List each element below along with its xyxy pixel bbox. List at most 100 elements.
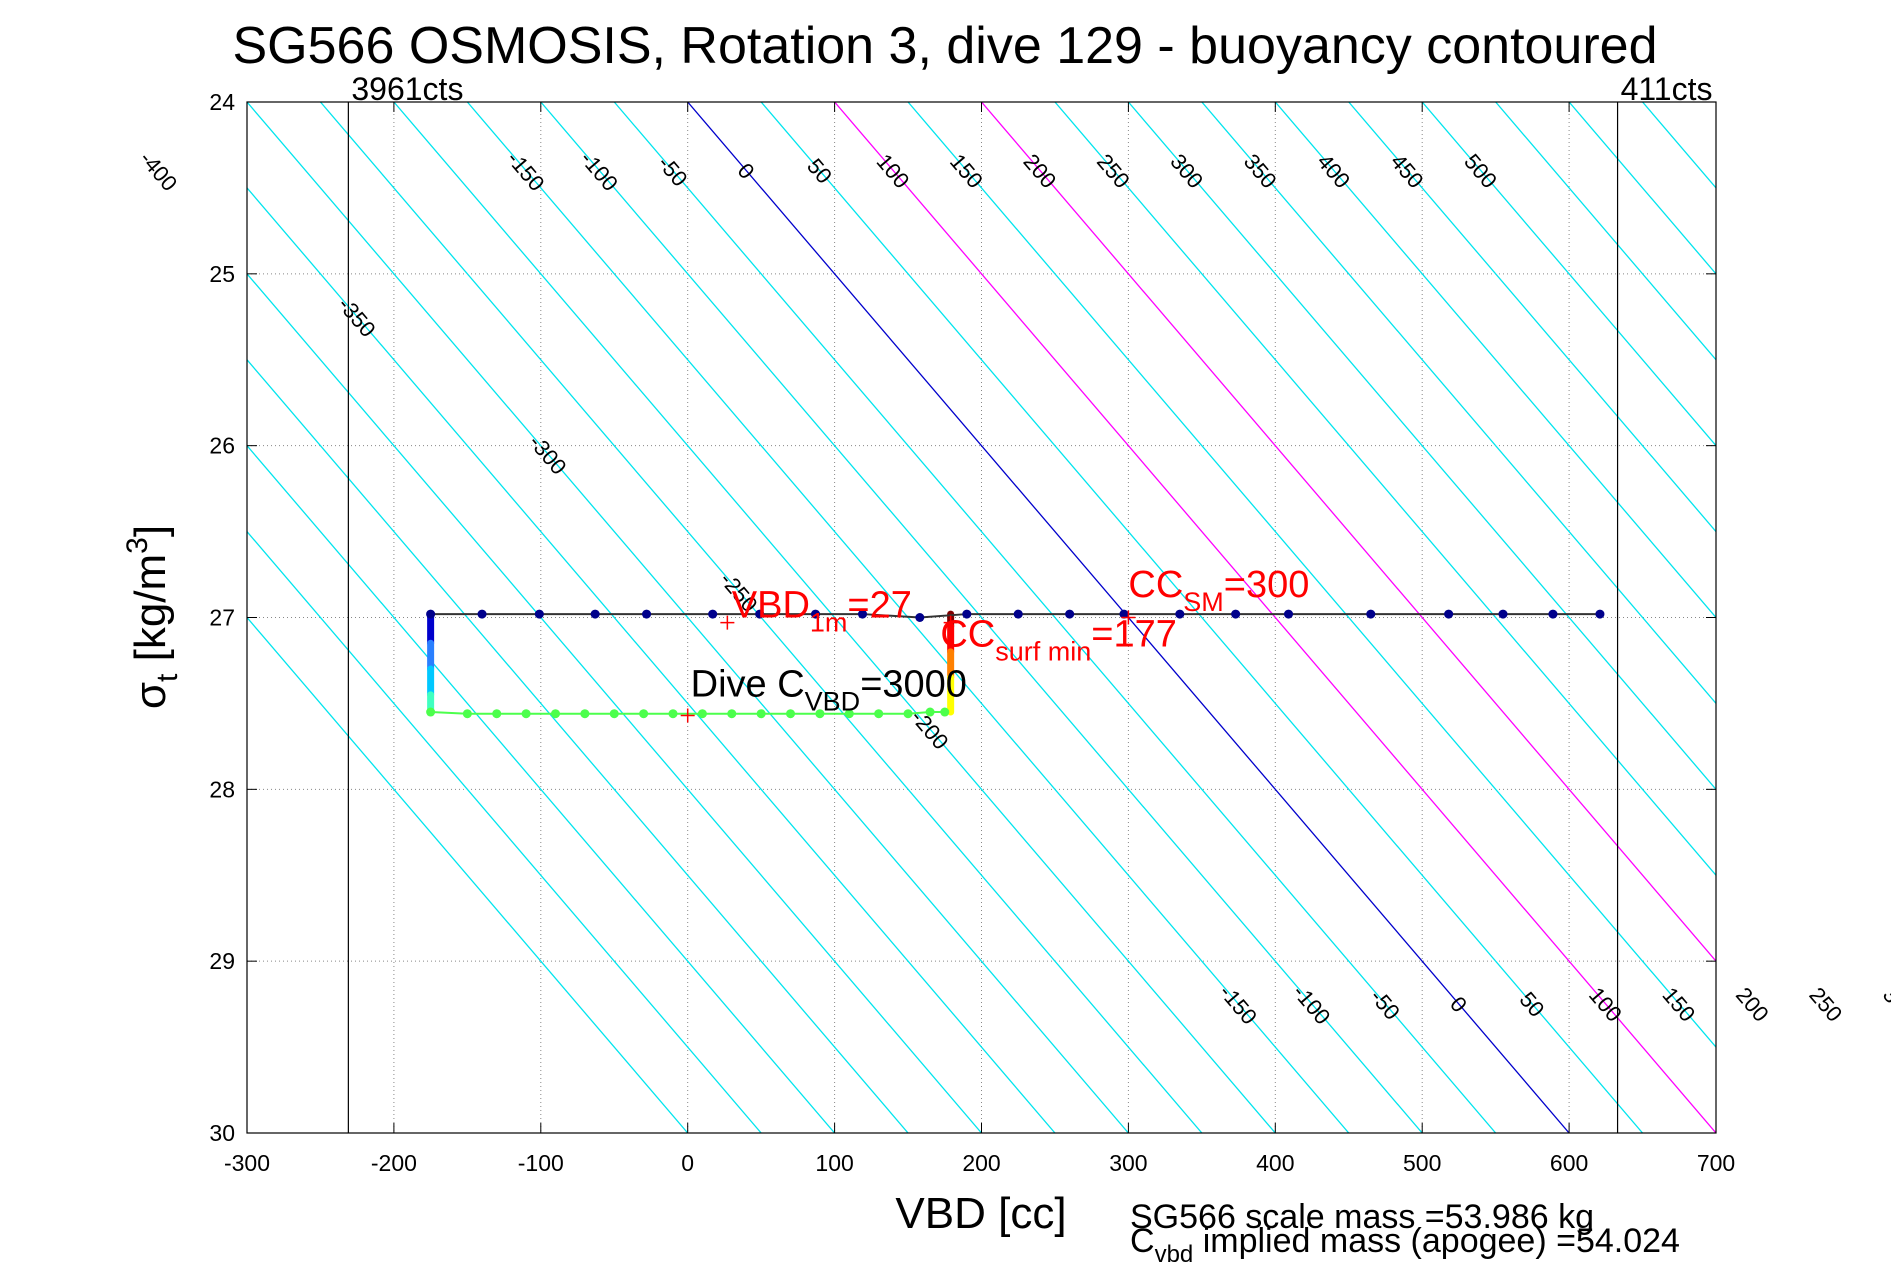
x-tick-label: 500 xyxy=(1403,1150,1441,1176)
series-point xyxy=(940,707,950,717)
contour-line xyxy=(907,102,1716,1049)
series-line xyxy=(430,613,1600,619)
series-point xyxy=(915,613,925,622)
series-point xyxy=(668,709,678,719)
contour-line xyxy=(540,102,1423,1133)
cc-sm-annotation: CCSM=300 xyxy=(1128,564,1309,617)
y-tick-label: 25 xyxy=(209,261,235,287)
series-point xyxy=(462,709,472,719)
contour-line xyxy=(247,444,836,1133)
contour-line xyxy=(247,530,762,1133)
y-tick-label: 26 xyxy=(209,433,235,459)
buoyancy-contours xyxy=(247,102,1716,1133)
contour-line xyxy=(247,102,1129,1133)
series-point xyxy=(858,609,868,619)
series-point xyxy=(477,609,487,619)
cc-surf-min-annotation: CCsurf min=177 xyxy=(940,614,1177,667)
series-point xyxy=(962,609,972,619)
x-tick-label: 600 xyxy=(1550,1150,1588,1176)
contour-line xyxy=(393,102,1276,1133)
series-point xyxy=(844,709,854,719)
series-point xyxy=(609,709,619,719)
count-limit-lines: 3961cts 411cts xyxy=(347,71,1713,1133)
x-tick-label: 400 xyxy=(1256,1150,1294,1176)
series-point xyxy=(811,609,821,619)
cc-surf-min-annotation-sub: surf min xyxy=(995,637,1091,667)
series-point xyxy=(1284,609,1294,619)
series-point xyxy=(534,609,544,619)
red-markers xyxy=(680,610,1136,723)
series-point xyxy=(426,609,436,619)
dive-cvbd-annotation-value: =3000 xyxy=(860,664,967,706)
count-limit-label: 411cts xyxy=(1621,71,1713,107)
series-point xyxy=(1548,609,1558,619)
series-point xyxy=(786,709,796,719)
y-tick-label: 30 xyxy=(209,1120,235,1146)
grid-lines xyxy=(247,102,1716,1133)
contour-line xyxy=(1201,102,1716,705)
series-point xyxy=(1065,609,1075,619)
contour-line xyxy=(1274,102,1716,619)
y-axis-ticks: 24 25 26 27 28 29 30 xyxy=(209,89,1716,1146)
dive-cvbd-annotation: Dive CVBD=3000 xyxy=(691,664,967,717)
chart-title: SG566 OSMOSIS, Rotation 3, dive 129 - bu… xyxy=(232,17,1657,75)
series-point xyxy=(426,707,436,717)
contour-line xyxy=(834,102,1716,1133)
series-point xyxy=(1231,609,1241,619)
cc-surf-min-annotation-main: CC xyxy=(940,614,995,656)
vbd-1m-annotation-sub: 1m xyxy=(810,608,848,638)
series-point xyxy=(1366,609,1376,619)
footer-scale-mass: SG566 scale mass =53.986 kg xyxy=(1130,1198,1594,1236)
y-tick-label: 27 xyxy=(209,605,235,631)
contour-line xyxy=(247,358,909,1133)
contour-line xyxy=(247,186,1056,1133)
series-point xyxy=(1175,609,1185,619)
contour-line xyxy=(1495,102,1716,361)
cc-sm-annotation-main: CC xyxy=(1128,564,1183,606)
series-point xyxy=(755,609,765,619)
x-tick-label: -300 xyxy=(224,1150,270,1176)
contour-line xyxy=(1348,102,1716,533)
contour-line xyxy=(760,102,1644,1133)
x-axis-ticks: -300 -200 -100 0 100 200 300 400 500 600 700 xyxy=(224,102,1735,1176)
x-tick-label: -100 xyxy=(518,1150,564,1176)
series-point xyxy=(874,709,884,719)
x-tick-label: 0 xyxy=(681,1150,694,1176)
marker-plus xyxy=(943,615,958,630)
data-series xyxy=(426,609,1605,719)
dive-cvbd-annotation-sub: VBD xyxy=(805,687,861,717)
series-point xyxy=(642,609,652,619)
x-tick-label: 200 xyxy=(962,1150,1000,1176)
series-point xyxy=(1013,609,1023,619)
vbd-1m-annotation: VBD1m=27 xyxy=(732,585,912,638)
contour-line xyxy=(1127,102,1716,791)
series-point xyxy=(639,709,649,719)
series-point xyxy=(756,709,766,719)
marker-plus xyxy=(680,708,695,723)
y-tick-label: 24 xyxy=(209,89,235,115)
series-point xyxy=(1119,609,1129,619)
series-point xyxy=(1595,609,1605,619)
series-point xyxy=(580,709,590,719)
contour-line xyxy=(613,102,1497,1133)
contour-line xyxy=(981,102,1716,963)
y-tick-label: 28 xyxy=(209,776,235,802)
series-point xyxy=(550,709,560,719)
x-tick-label: 300 xyxy=(1109,1150,1147,1176)
x-tick-label: 100 xyxy=(815,1150,853,1176)
dive-cvbd-annotation-main: Dive C xyxy=(691,664,805,706)
vbd-1m-annotation-value: =27 xyxy=(847,585,911,627)
footer-implied-mass: Cvbd implied mass (apogee) =54.024 xyxy=(1130,1222,1680,1262)
cc-sm-annotation-value: =300 xyxy=(1224,564,1310,606)
x-axis-label: VBD [cc] xyxy=(895,1189,1066,1238)
series-point xyxy=(708,609,718,619)
series-point xyxy=(1498,609,1508,619)
series-point xyxy=(492,709,502,719)
series-point xyxy=(590,609,600,619)
y-tick-label: 29 xyxy=(209,948,235,974)
cc-surf-min-annotation-value: =177 xyxy=(1091,614,1177,656)
series-point xyxy=(903,709,913,719)
